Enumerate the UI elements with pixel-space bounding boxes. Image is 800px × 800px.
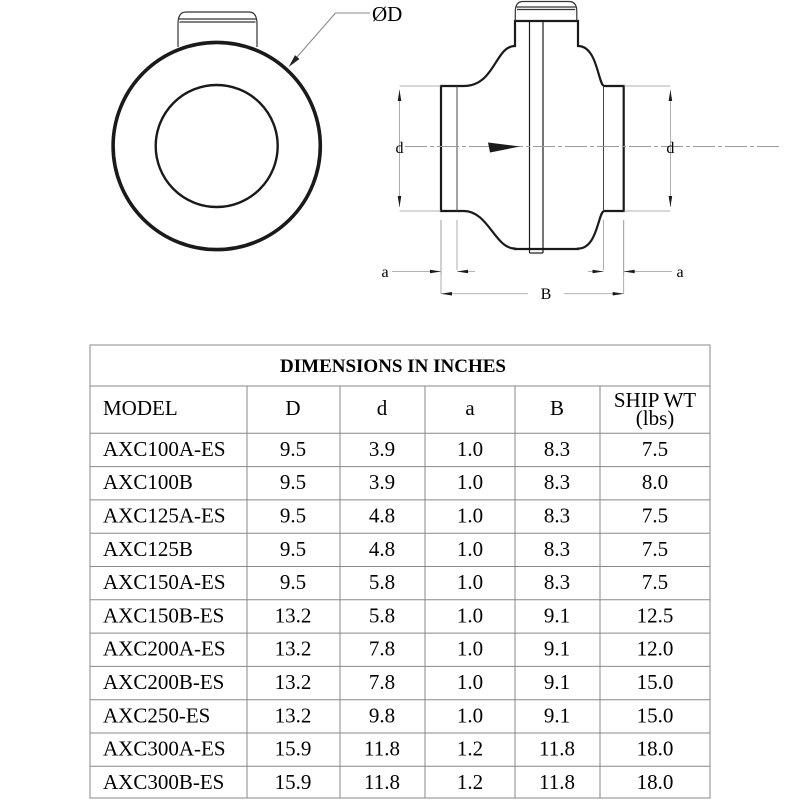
svg-text:3.9: 3.9 [369,437,395,461]
svg-text:7.8: 7.8 [369,637,395,661]
svg-text:15.0: 15.0 [637,670,674,694]
svg-text:11.8: 11.8 [364,737,400,761]
svg-text:AXC125B: AXC125B [103,537,193,561]
svg-text:1.0: 1.0 [457,470,483,494]
svg-text:15.9: 15.9 [275,737,312,761]
svg-text:7.5: 7.5 [642,504,668,528]
svg-text:9.8: 9.8 [369,703,395,727]
svg-text:a: a [676,264,683,281]
svg-text:AXC125A-ES: AXC125A-ES [103,504,226,528]
svg-text:AXC200A-ES: AXC200A-ES [103,637,226,661]
svg-text:AXC300A-ES: AXC300A-ES [103,737,226,761]
svg-text:9.5: 9.5 [280,470,306,494]
svg-text:1.0: 1.0 [457,703,483,727]
svg-text:7.8: 7.8 [369,670,395,694]
svg-text:AXC300B-ES: AXC300B-ES [103,770,224,794]
svg-text:7.5: 7.5 [642,437,668,461]
svg-text:8.0: 8.0 [642,470,668,494]
svg-text:13.2: 13.2 [275,603,312,627]
svg-text:9.5: 9.5 [280,504,306,528]
svg-text:AXC250-ES: AXC250-ES [103,703,210,727]
svg-text:5.8: 5.8 [369,570,395,594]
svg-text:9.5: 9.5 [280,537,306,561]
svg-text:8.3: 8.3 [544,537,570,561]
svg-text:4.8: 4.8 [369,537,395,561]
svg-text:B: B [541,286,552,303]
svg-text:1.0: 1.0 [457,637,483,661]
svg-text:9.1: 9.1 [544,670,570,694]
svg-text:5.8: 5.8 [369,603,395,627]
svg-text:1.2: 1.2 [457,737,483,761]
svg-text:9.5: 9.5 [280,570,306,594]
svg-text:13.2: 13.2 [275,670,312,694]
svg-text:DIMENSIONS IN INCHES: DIMENSIONS IN INCHES [280,356,506,377]
svg-text:13.2: 13.2 [275,703,312,727]
svg-text:a: a [465,396,475,420]
svg-text:d: d [377,396,388,420]
svg-text:15.0: 15.0 [637,703,674,727]
svg-text:AXC100A-ES: AXC100A-ES [103,437,226,461]
svg-text:15.9: 15.9 [275,770,312,794]
svg-text:AXC200B-ES: AXC200B-ES [103,670,224,694]
svg-text:B: B [550,396,564,420]
svg-text:AXC100B: AXC100B [103,470,193,494]
svg-text:8.3: 8.3 [544,437,570,461]
svg-text:13.2: 13.2 [275,637,312,661]
svg-text:D: D [285,396,300,420]
svg-text:a: a [381,264,388,281]
svg-text:8.3: 8.3 [544,470,570,494]
svg-text:12.0: 12.0 [637,637,674,661]
svg-text:AXC150A-ES: AXC150A-ES [103,570,226,594]
svg-text:1.0: 1.0 [457,670,483,694]
svg-text:11.8: 11.8 [539,770,575,794]
svg-text:(lbs): (lbs) [636,406,675,430]
svg-text:18.0: 18.0 [637,737,674,761]
svg-text:1.0: 1.0 [457,537,483,561]
svg-text:3.9: 3.9 [369,470,395,494]
svg-text:7.5: 7.5 [642,537,668,561]
svg-text:12.5: 12.5 [637,603,674,627]
svg-text:9.1: 9.1 [544,603,570,627]
svg-text:11.8: 11.8 [539,737,575,761]
svg-text:7.5: 7.5 [642,570,668,594]
svg-text:AXC150B-ES: AXC150B-ES [103,603,224,627]
svg-text:4.8: 4.8 [369,504,395,528]
svg-text:1.2: 1.2 [457,770,483,794]
svg-text:1.0: 1.0 [457,570,483,594]
svg-text:d: d [666,140,674,157]
svg-text:1.0: 1.0 [457,504,483,528]
svg-text:MODEL: MODEL [103,396,178,420]
svg-text:9.5: 9.5 [280,437,306,461]
svg-text:1.0: 1.0 [457,603,483,627]
svg-text:11.8: 11.8 [364,770,400,794]
svg-text:8.3: 8.3 [544,570,570,594]
svg-text:9.1: 9.1 [544,637,570,661]
svg-text:ØD: ØD [372,2,402,26]
svg-text:9.1: 9.1 [544,703,570,727]
svg-text:1.0: 1.0 [457,437,483,461]
svg-text:18.0: 18.0 [637,770,674,794]
svg-text:d: d [396,140,404,157]
svg-text:8.3: 8.3 [544,504,570,528]
